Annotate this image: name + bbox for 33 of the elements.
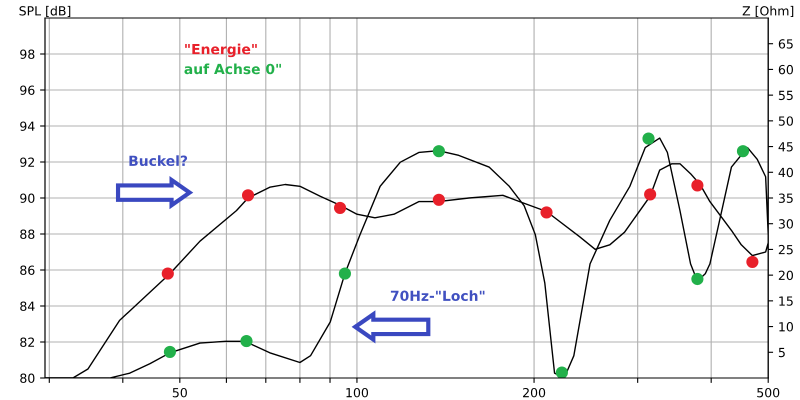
annotation: "Energie" [185,44,257,58]
x-tick-label: 50 [172,388,187,398]
annotation: Buckel? [129,155,188,166]
y-tick-label: 82 [20,337,34,347]
y2-tick-label: 30 [778,219,793,229]
y2-tick-label: 60 [778,64,793,74]
y-tick-label: 80 [20,373,34,383]
y2-tick-label: 15 [779,296,793,306]
y-tick-label: 98 [20,49,34,59]
y-tick-label: 92 [20,157,34,167]
annotation: 70Hz-"Loch" [390,290,484,302]
y-tick-label: 90 [20,193,34,203]
y2-tick-label: 55 [778,90,793,100]
y2-tick-label: 10 [779,322,793,332]
y2-tick-label: 45 [778,142,793,152]
annotation: auf Achse 0" [184,63,281,74]
y-tick-label: 96 [20,85,34,95]
y2-tick-label: 25 [778,244,793,254]
y2-tick-label: 50 [778,116,793,126]
y2-tick-label: 65 [778,39,793,49]
y-axis-title: SPL [dB] [19,6,70,18]
x-tick-label: 500 [757,388,780,398]
y2-tick-label: 40 [778,168,793,178]
y-tick-label: 94 [20,121,35,131]
x-tick-label: 200 [523,388,546,398]
y-tick-label: 84 [20,301,35,311]
y2-tick-label: 5 [778,348,785,358]
x-tick-label: 100 [346,388,368,398]
y-tick-label: 88 [20,229,34,239]
y2-axis-title: Z [Ohm] [742,6,794,18]
y2-tick-label: 35 [778,193,793,203]
y-tick-label: 86 [20,265,34,275]
y2-tick-label: 20 [778,270,793,280]
